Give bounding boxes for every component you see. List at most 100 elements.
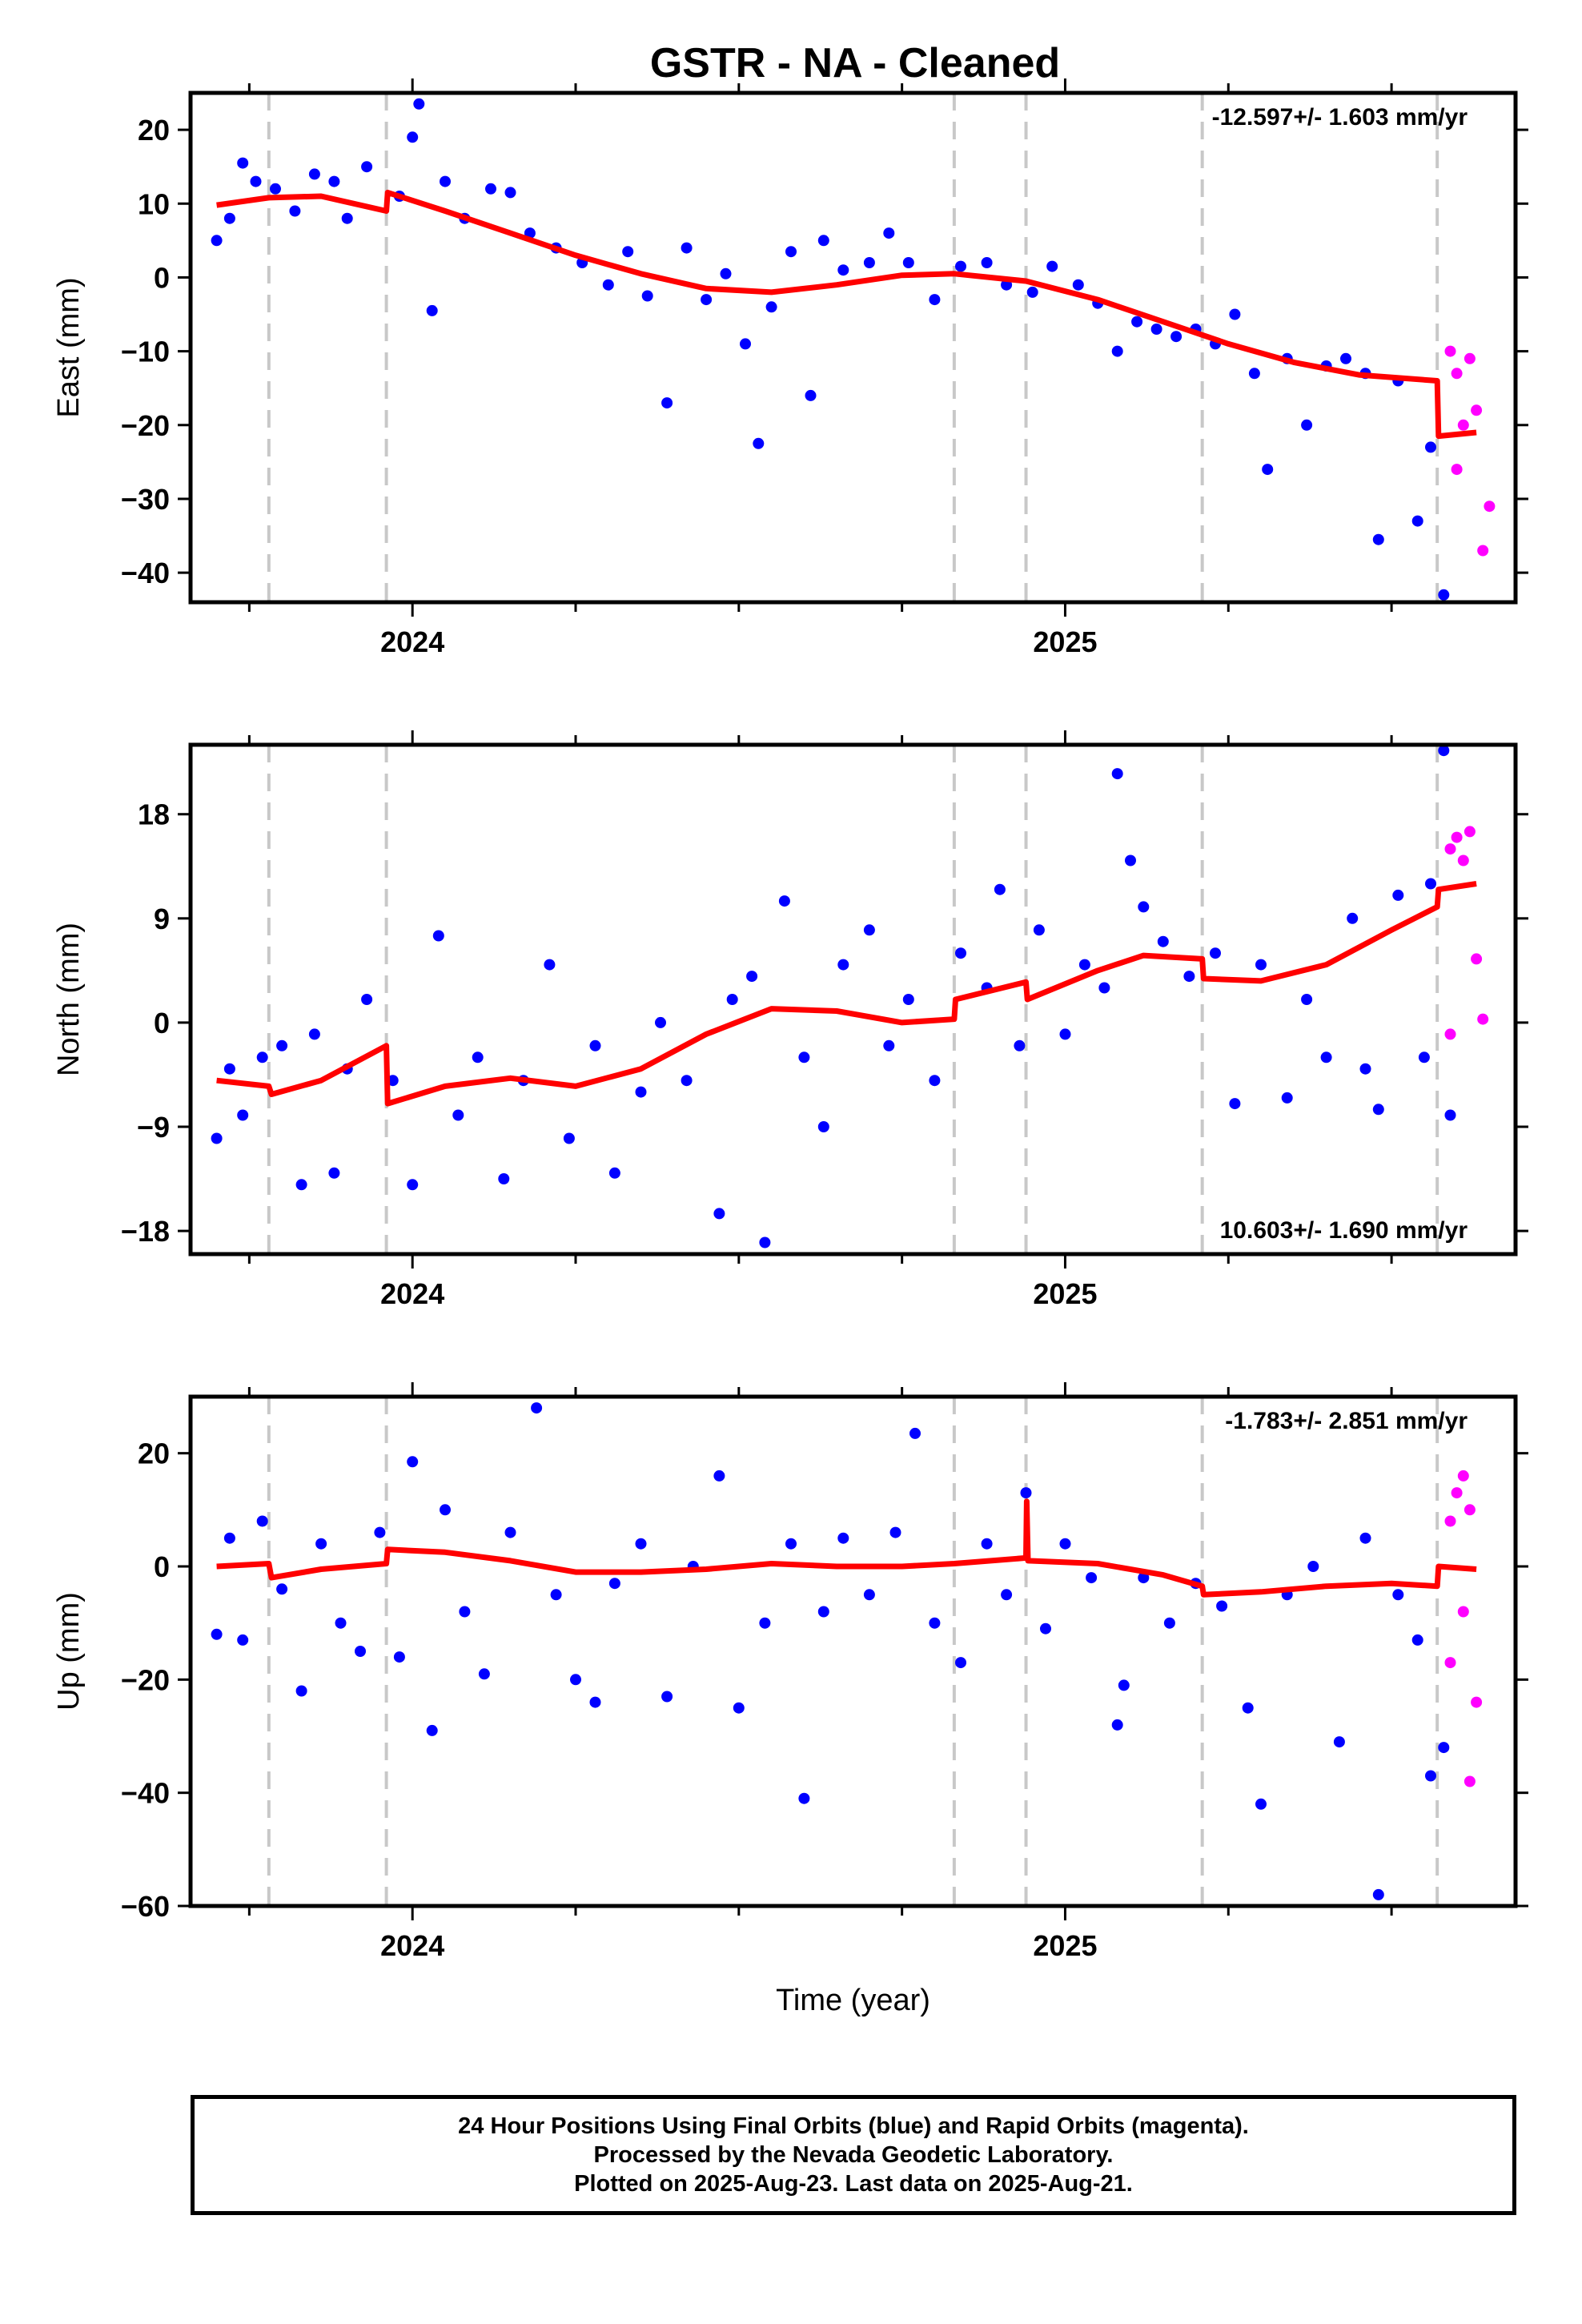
final-point — [1438, 1742, 1450, 1754]
final-point — [1255, 1798, 1267, 1810]
model-line — [216, 881, 1477, 1107]
final-point — [498, 1173, 510, 1184]
y-tick-label: 20 — [138, 114, 170, 147]
final-point — [413, 98, 425, 110]
final-point — [589, 1696, 601, 1708]
rapid-point — [1444, 1028, 1456, 1040]
final-point — [361, 994, 373, 1005]
final-point — [929, 294, 941, 306]
final-point — [955, 260, 966, 272]
final-point — [256, 1515, 268, 1527]
final-point — [440, 175, 451, 187]
final-point — [570, 1674, 581, 1686]
final-point — [778, 895, 790, 907]
y-tick-label: 18 — [138, 798, 170, 831]
final-point — [1333, 1736, 1345, 1748]
final-point — [1372, 533, 1384, 545]
final-point — [223, 1532, 235, 1544]
final-point — [622, 246, 634, 258]
rate-label: -12.597+/- 1.603 mm/yr — [1212, 104, 1468, 131]
final-point — [740, 338, 751, 350]
rapid-point — [1451, 368, 1463, 380]
y-tick-label: −30 — [121, 483, 170, 516]
final-point — [440, 1504, 451, 1516]
final-point — [1163, 1617, 1175, 1629]
panels: 20 10 0 −10 −20 −30 −40 2024 2025 East (mm) -12.59… — [52, 78, 1528, 2017]
final-point — [681, 242, 693, 254]
final-point — [1111, 768, 1123, 780]
panel-3: 20 0 −20 −40 −60 2024 2025 Up (mm) Time (year) -1… — [52, 1382, 1528, 2017]
final-point — [563, 1132, 575, 1144]
plot-area — [211, 98, 1496, 601]
final-point — [211, 235, 223, 247]
final-point — [1098, 982, 1110, 994]
final-point — [426, 304, 438, 316]
final-point — [1014, 1039, 1026, 1051]
final-point — [256, 1051, 268, 1063]
final-point — [1411, 515, 1423, 527]
y-tick-label: −20 — [121, 409, 170, 442]
final-point — [478, 1668, 490, 1680]
final-point — [223, 212, 235, 224]
final-point — [837, 264, 849, 276]
plot-area — [211, 745, 1489, 1248]
final-point — [902, 257, 914, 268]
y-tick-label: 0 — [154, 261, 170, 294]
final-point — [837, 959, 849, 971]
final-point — [504, 1526, 516, 1538]
final-point — [602, 279, 614, 291]
final-point — [1425, 441, 1436, 453]
final-point — [1210, 947, 1221, 959]
rapid-point — [1457, 419, 1469, 431]
rapid-point — [1457, 854, 1469, 866]
final-point — [407, 1179, 419, 1191]
rapid-point — [1444, 843, 1456, 855]
final-point — [407, 131, 419, 143]
rate-label: 10.603+/- 1.690 mm/yr — [1220, 1217, 1468, 1244]
panel-1: 20 10 0 −10 −20 −30 −40 2024 2025 East (mm) -12.59… — [52, 78, 1528, 658]
final-point — [713, 1208, 725, 1220]
final-point — [361, 161, 373, 173]
final-point — [328, 175, 340, 187]
rapid-point — [1484, 501, 1496, 513]
y-tick-label: −9 — [137, 1111, 170, 1144]
final-point — [635, 1086, 647, 1098]
x-tick-label: 2024 — [380, 1277, 444, 1310]
final-point — [432, 930, 444, 942]
rapid-point — [1444, 345, 1456, 357]
y-tick-label: −18 — [121, 1215, 170, 1248]
final-point — [1340, 352, 1351, 364]
y-tick-label: 0 — [154, 1550, 170, 1583]
final-point — [1255, 959, 1267, 971]
final-point — [720, 267, 732, 279]
final-point — [1307, 1561, 1319, 1572]
final-point — [902, 994, 914, 1005]
final-point — [276, 1039, 288, 1051]
rapid-point — [1464, 826, 1476, 838]
rapid-point — [1451, 1487, 1463, 1499]
y-axis-label: East (mm) — [52, 277, 86, 417]
rapid-point — [1464, 352, 1476, 364]
final-point — [863, 1589, 875, 1601]
final-point — [1444, 1109, 1456, 1121]
final-point — [289, 205, 301, 217]
final-point — [883, 1039, 895, 1051]
final-point — [315, 1538, 327, 1550]
footer-line-2: Processed by the Nevada Geodetic Laborat… — [593, 2142, 1114, 2168]
final-point — [1281, 1092, 1293, 1104]
final-point — [1059, 1538, 1071, 1550]
final-point — [981, 1538, 993, 1550]
final-point — [387, 1075, 399, 1087]
final-point — [355, 1646, 366, 1657]
final-point — [270, 183, 281, 195]
final-point — [753, 437, 765, 449]
final-point — [889, 1526, 901, 1538]
final-point — [798, 1792, 810, 1804]
final-point — [237, 1634, 249, 1646]
final-point — [1046, 260, 1058, 272]
final-point — [295, 1685, 307, 1697]
footer-line-3: Plotted on 2025-Aug-23. Last data on 202… — [574, 2171, 1133, 2197]
final-point — [1301, 994, 1313, 1005]
y-tick-label: −60 — [121, 1890, 170, 1923]
rapid-point — [1444, 1515, 1456, 1527]
